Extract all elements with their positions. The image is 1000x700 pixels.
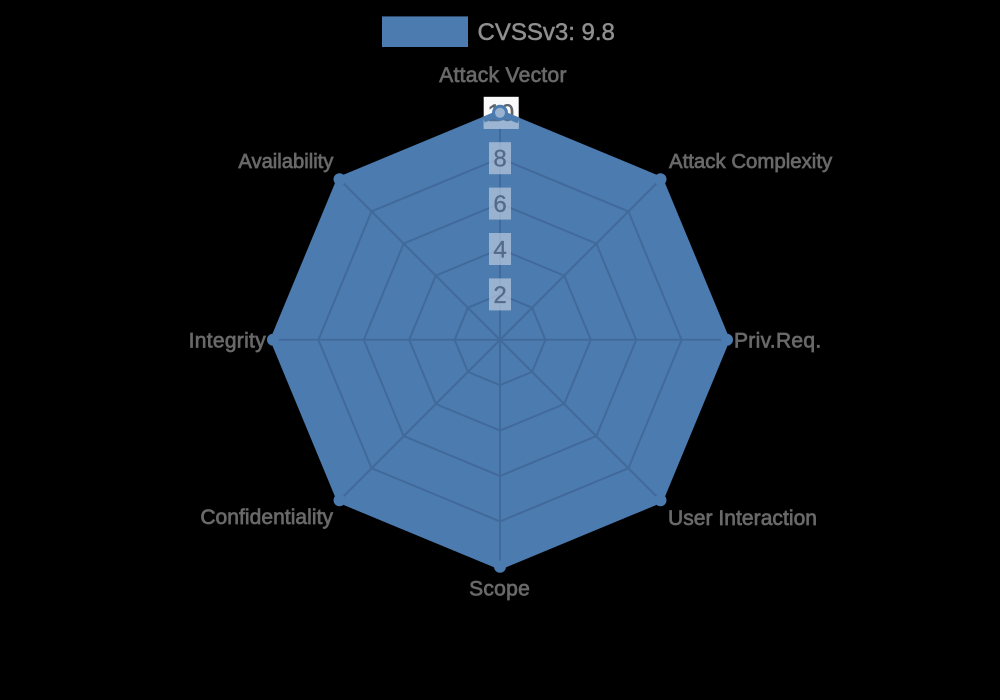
svg-text:Attack Vector: Attack Vector [439,64,567,87]
svg-text:Confidentiality: Confidentiality [200,506,333,529]
svg-text:4: 4 [493,236,506,263]
svg-text:Priv.Req.: Priv.Req. [734,330,822,353]
svg-text:Attack Complexity: Attack Complexity [669,151,833,173]
svg-text:Integrity: Integrity [189,330,267,353]
svg-text:Availability: Availability [238,151,334,173]
svg-text:8: 8 [493,146,506,173]
svg-text:2: 2 [493,282,506,309]
svg-text:6: 6 [493,191,506,218]
svg-text:CVSSv3: 9.8: CVSSv3: 9.8 [478,19,615,46]
svg-text:Scope: Scope [469,577,530,600]
svg-text:User Interaction: User Interaction [668,507,817,530]
